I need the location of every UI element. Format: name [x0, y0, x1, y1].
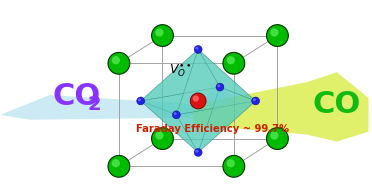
Text: 2: 2 — [87, 95, 101, 114]
Circle shape — [219, 90, 233, 104]
Polygon shape — [141, 101, 198, 153]
Polygon shape — [0, 95, 208, 120]
Circle shape — [223, 52, 245, 74]
Circle shape — [227, 159, 235, 167]
Circle shape — [252, 97, 260, 105]
Circle shape — [195, 150, 199, 153]
Polygon shape — [141, 87, 220, 153]
Circle shape — [195, 47, 199, 50]
Text: $\mathit{V}_O^{\bullet\bullet}$: $\mathit{V}_O^{\bullet\bullet}$ — [169, 63, 192, 79]
Circle shape — [108, 52, 130, 74]
Circle shape — [190, 93, 206, 109]
Polygon shape — [141, 49, 220, 101]
Circle shape — [206, 89, 226, 109]
Circle shape — [270, 28, 279, 37]
Circle shape — [108, 155, 130, 177]
Circle shape — [151, 25, 173, 46]
Polygon shape — [141, 49, 198, 115]
Circle shape — [151, 128, 173, 149]
Text: Faraday Efficiency ~ 99.7%: Faraday Efficiency ~ 99.7% — [137, 124, 289, 134]
Circle shape — [253, 98, 256, 101]
Circle shape — [266, 25, 288, 46]
Circle shape — [137, 97, 145, 105]
Circle shape — [138, 98, 141, 101]
Circle shape — [112, 159, 120, 167]
Polygon shape — [198, 49, 256, 101]
Text: CO: CO — [52, 82, 101, 112]
Circle shape — [174, 112, 177, 115]
Circle shape — [227, 56, 235, 64]
Polygon shape — [193, 72, 369, 142]
Circle shape — [223, 155, 245, 177]
Polygon shape — [198, 87, 256, 153]
Circle shape — [194, 149, 202, 156]
Circle shape — [194, 46, 202, 53]
Polygon shape — [176, 49, 256, 115]
Circle shape — [266, 128, 288, 149]
Circle shape — [270, 131, 279, 140]
Circle shape — [112, 56, 120, 64]
Circle shape — [217, 84, 220, 87]
Circle shape — [155, 28, 164, 37]
Text: CO: CO — [312, 90, 360, 119]
Circle shape — [216, 83, 224, 91]
Circle shape — [172, 111, 180, 119]
Circle shape — [193, 95, 199, 102]
Circle shape — [155, 131, 164, 140]
Polygon shape — [176, 101, 256, 153]
